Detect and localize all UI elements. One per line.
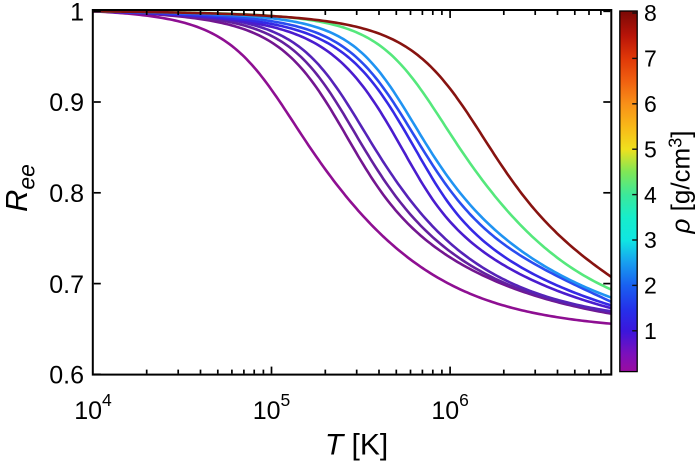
svg-text:4: 4: [644, 182, 657, 208]
svg-text:3: 3: [644, 227, 657, 253]
svg-text:0.7: 0.7: [49, 271, 84, 299]
svg-text:2: 2: [644, 273, 657, 299]
svg-text:1: 1: [644, 318, 657, 344]
svg-text:0.6: 0.6: [49, 362, 84, 390]
svg-text:0.8: 0.8: [49, 180, 84, 208]
svg-text:5: 5: [644, 136, 657, 162]
svg-text:1: 1: [70, 0, 84, 27]
svg-text:7: 7: [644, 46, 657, 72]
svg-text:T [K]: T [K]: [325, 429, 388, 462]
svg-text:6: 6: [644, 91, 657, 117]
svg-text:8: 8: [644, 0, 657, 26]
svg-text:0.9: 0.9: [49, 89, 84, 117]
svg-text:ρ [g/cm3]: ρ [g/cm3]: [666, 131, 696, 235]
